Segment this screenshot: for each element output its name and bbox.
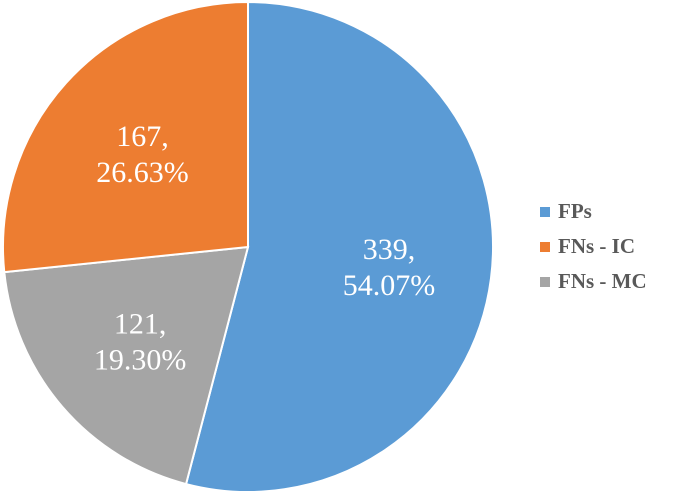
pie-slice-fps (184, 0, 494, 493)
slice-percent-label: 19.30% (94, 344, 187, 377)
slice-value-label: 167, (116, 120, 169, 153)
slice-percent-label: 54.07% (343, 269, 436, 302)
legend-item-fns-mc: FNs - MC (540, 264, 647, 299)
legend-swatch-fps (540, 206, 550, 217)
pie-slice-fns-ic (2, 0, 249, 274)
legend-swatch-fns-mc (540, 276, 550, 287)
legend-swatch-fns-ic (540, 241, 550, 252)
legend-label-fns-mc: FNs - MC (558, 269, 647, 293)
slice-labels: 339,54.07% 121,19.30% 167,26.63% (94, 120, 435, 377)
legend-label-fps: FPs (558, 199, 592, 223)
slice-percent-label: 26.63% (96, 156, 189, 189)
legend-item-fns-ic: FNs - IC (540, 229, 647, 264)
legend: FPs FNs - IC FNs - MC (540, 194, 647, 299)
legend-label-fns-ic: FNs - IC (558, 234, 635, 258)
legend-item-fps: FPs (540, 194, 647, 229)
slice-value-label: 121, (114, 308, 167, 341)
pie-slice-fns-mc (3, 245, 250, 486)
pie-slices (2, 0, 494, 493)
slice-value-label: 339, (363, 233, 416, 266)
